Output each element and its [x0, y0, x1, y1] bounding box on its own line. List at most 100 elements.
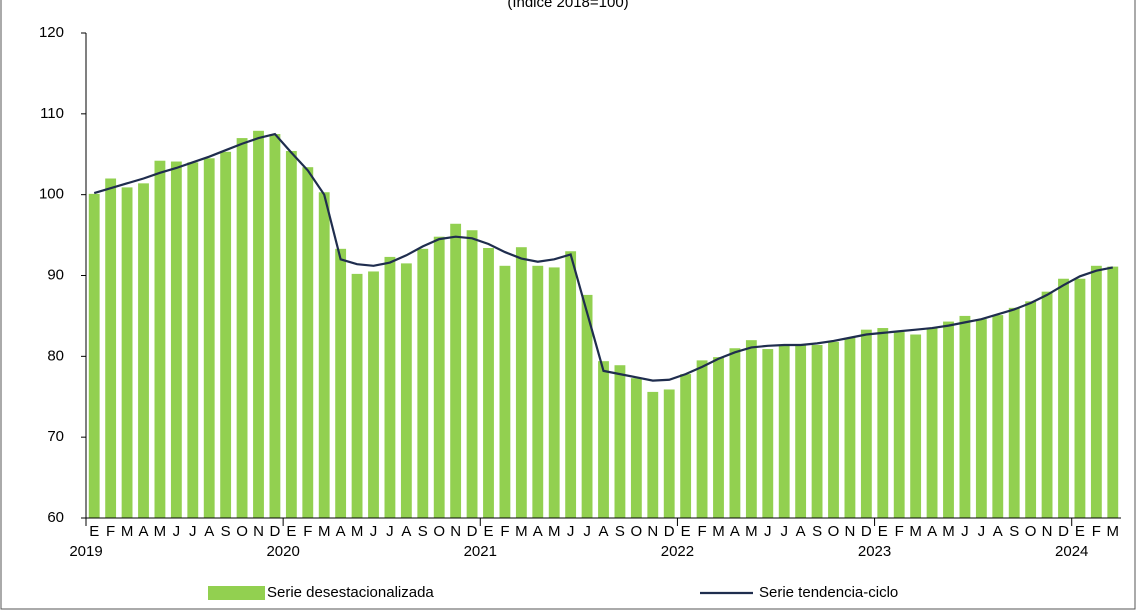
bar — [1025, 301, 1037, 518]
bar — [680, 374, 692, 518]
x-tick-label: J — [961, 523, 969, 540]
bar — [138, 183, 149, 518]
y-tick-label: 60 — [47, 509, 64, 526]
bar — [154, 160, 166, 518]
x-tick-label: O — [236, 523, 248, 540]
bar — [565, 251, 577, 518]
bar — [992, 315, 1004, 518]
bar — [384, 256, 396, 518]
bar — [548, 267, 560, 518]
x-tick-label: F — [106, 523, 115, 540]
bar — [285, 151, 297, 518]
bar — [877, 328, 889, 518]
bar — [828, 341, 839, 518]
bar — [614, 365, 626, 518]
bar — [450, 223, 462, 518]
x-tick-label: O — [433, 523, 445, 540]
bar — [499, 265, 511, 518]
x-tick-label: J — [567, 523, 575, 540]
x-tick-label: M — [515, 523, 528, 540]
x-tick-label: M — [942, 523, 955, 540]
legend-label: Serie desestacionalizada — [267, 584, 434, 601]
bar — [926, 328, 938, 518]
x-tick-label: M — [154, 523, 167, 540]
bar — [253, 130, 264, 518]
x-tick-label: F — [303, 523, 312, 540]
x-tick-label: S — [418, 523, 428, 540]
x-tick-label: N — [845, 523, 856, 540]
year-label: 2022 — [661, 543, 694, 560]
bar — [844, 337, 856, 518]
x-tick-label: A — [138, 523, 148, 540]
x-tick-label: O — [631, 523, 643, 540]
x-tick-label: F — [1092, 523, 1101, 540]
x-tick-label: A — [730, 523, 740, 540]
bar — [302, 167, 314, 518]
x-tick-label: J — [780, 523, 788, 540]
x-tick-label: A — [204, 523, 214, 540]
x-tick-label: D — [467, 523, 478, 540]
bar — [663, 389, 675, 518]
bar — [170, 161, 182, 518]
x-tick-label: N — [1042, 523, 1053, 540]
bar — [1041, 291, 1053, 518]
bar — [236, 138, 248, 519]
bar — [1074, 278, 1086, 518]
x-tick-label: E — [681, 523, 691, 540]
legend-label: Serie tendencia-ciclo — [759, 584, 898, 601]
year-label: 2023 — [858, 543, 891, 560]
bar — [400, 263, 412, 518]
bar — [269, 134, 281, 518]
bar — [1008, 307, 1020, 518]
bar — [745, 340, 757, 518]
y-tick-label: 80 — [47, 347, 64, 364]
bar — [203, 158, 215, 518]
legend-swatch — [208, 586, 265, 600]
bar — [105, 178, 117, 518]
chart-subtitle: (Índice 2018=100) — [507, 0, 628, 11]
x-tick-label: S — [1009, 523, 1019, 540]
bar — [581, 294, 593, 518]
bar — [959, 315, 971, 518]
year-label: 2020 — [266, 543, 299, 560]
bar — [598, 361, 609, 518]
x-tick-label: J — [173, 523, 181, 540]
x-tick-label: S — [221, 523, 231, 540]
bar — [187, 162, 199, 519]
year-label: 2024 — [1055, 543, 1088, 560]
bar — [910, 334, 922, 518]
bar — [795, 344, 807, 518]
bar — [351, 273, 363, 518]
x-tick-label: M — [318, 523, 331, 540]
bar — [762, 349, 774, 518]
y-tick-label: 70 — [47, 428, 64, 445]
x-tick-label: N — [647, 523, 658, 540]
x-tick-label: E — [483, 523, 493, 540]
bar — [713, 357, 724, 518]
x-tick-label: M — [548, 523, 561, 540]
x-tick-label: D — [1058, 523, 1069, 540]
x-tick-label: J — [370, 523, 378, 540]
bar — [893, 332, 905, 518]
bar — [368, 271, 379, 518]
x-tick-label: F — [500, 523, 509, 540]
x-tick-label: A — [336, 523, 346, 540]
x-tick-label: J — [386, 523, 394, 540]
bar — [1058, 278, 1069, 518]
x-tick-label: A — [796, 523, 806, 540]
x-tick-label: A — [993, 523, 1003, 540]
bar — [943, 321, 954, 518]
bar — [630, 378, 642, 518]
y-tick-label: 110 — [40, 105, 64, 122]
x-tick-label: D — [664, 523, 675, 540]
bar — [860, 329, 872, 518]
x-tick-label: A — [401, 523, 411, 540]
x-tick-label: J — [764, 523, 772, 540]
bar — [466, 230, 478, 518]
bar — [975, 319, 987, 518]
x-tick-label: O — [1025, 523, 1037, 540]
y-tick-label: 90 — [47, 266, 64, 283]
x-tick-label: M — [351, 523, 364, 540]
